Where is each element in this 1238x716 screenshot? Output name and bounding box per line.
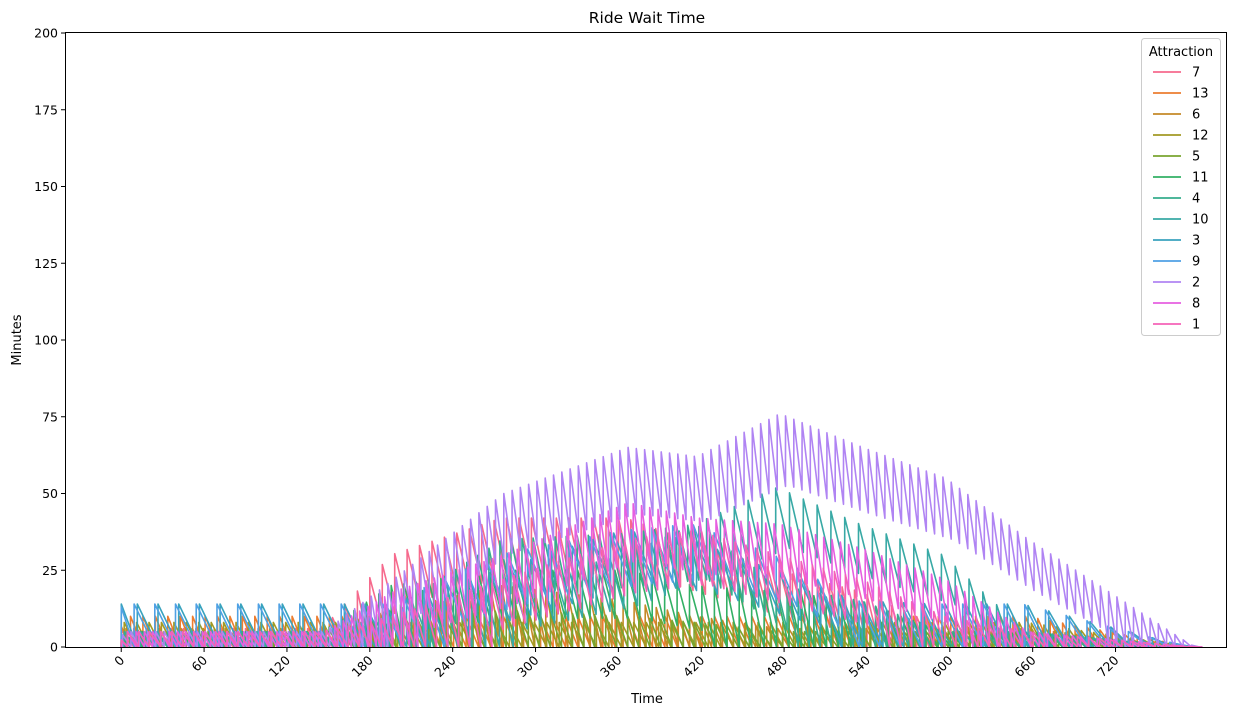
plot-lines <box>120 414 1204 647</box>
legend-items: 7 13 6 12 5 11 4 10 3 9 2 8 1 <box>1153 66 1209 333</box>
y-tick-label: 25 <box>42 563 58 578</box>
y-tick-label: 125 <box>34 256 58 271</box>
y-tick-label: 0 <box>50 640 58 655</box>
legend-label: 6 <box>1192 108 1200 123</box>
chart-title: Ride Wait Time <box>589 9 705 27</box>
legend-label: 12 <box>1192 129 1209 144</box>
legend-label: 10 <box>1192 213 1209 228</box>
y-axis-ticks: 0 25 50 75 100 125 150 175 200 <box>34 26 66 655</box>
legend-title: Attraction <box>1149 45 1213 60</box>
legend-label: 5 <box>1192 150 1200 165</box>
legend-label: 8 <box>1192 297 1200 312</box>
y-tick-label: 150 <box>34 179 58 194</box>
series-line-1 <box>120 530 1203 647</box>
legend: Attraction 7 13 6 12 5 11 4 10 3 9 2 8 1 <box>1141 38 1221 336</box>
y-tick-label: 75 <box>42 409 58 424</box>
legend-label: 11 <box>1192 171 1209 186</box>
series-line-2 <box>120 414 1203 647</box>
y-tick-label: 200 <box>34 26 58 41</box>
legend-label: 2 <box>1192 276 1200 291</box>
legend-label: 3 <box>1192 234 1200 249</box>
x-axis-label: Time <box>630 692 663 707</box>
legend-label: 1 <box>1192 318 1200 333</box>
y-axis-label: Minutes <box>10 314 25 365</box>
y-tick-label: 100 <box>34 333 58 348</box>
y-tick-label: 175 <box>34 102 58 117</box>
legend-label: 9 <box>1192 255 1200 270</box>
legend-label: 4 <box>1192 192 1200 207</box>
series-line-12 <box>120 621 1203 647</box>
y-tick-label: 50 <box>42 486 58 501</box>
legend-label: 7 <box>1192 66 1200 81</box>
legend-label: 13 <box>1192 87 1209 102</box>
legend-frame <box>1141 38 1221 336</box>
